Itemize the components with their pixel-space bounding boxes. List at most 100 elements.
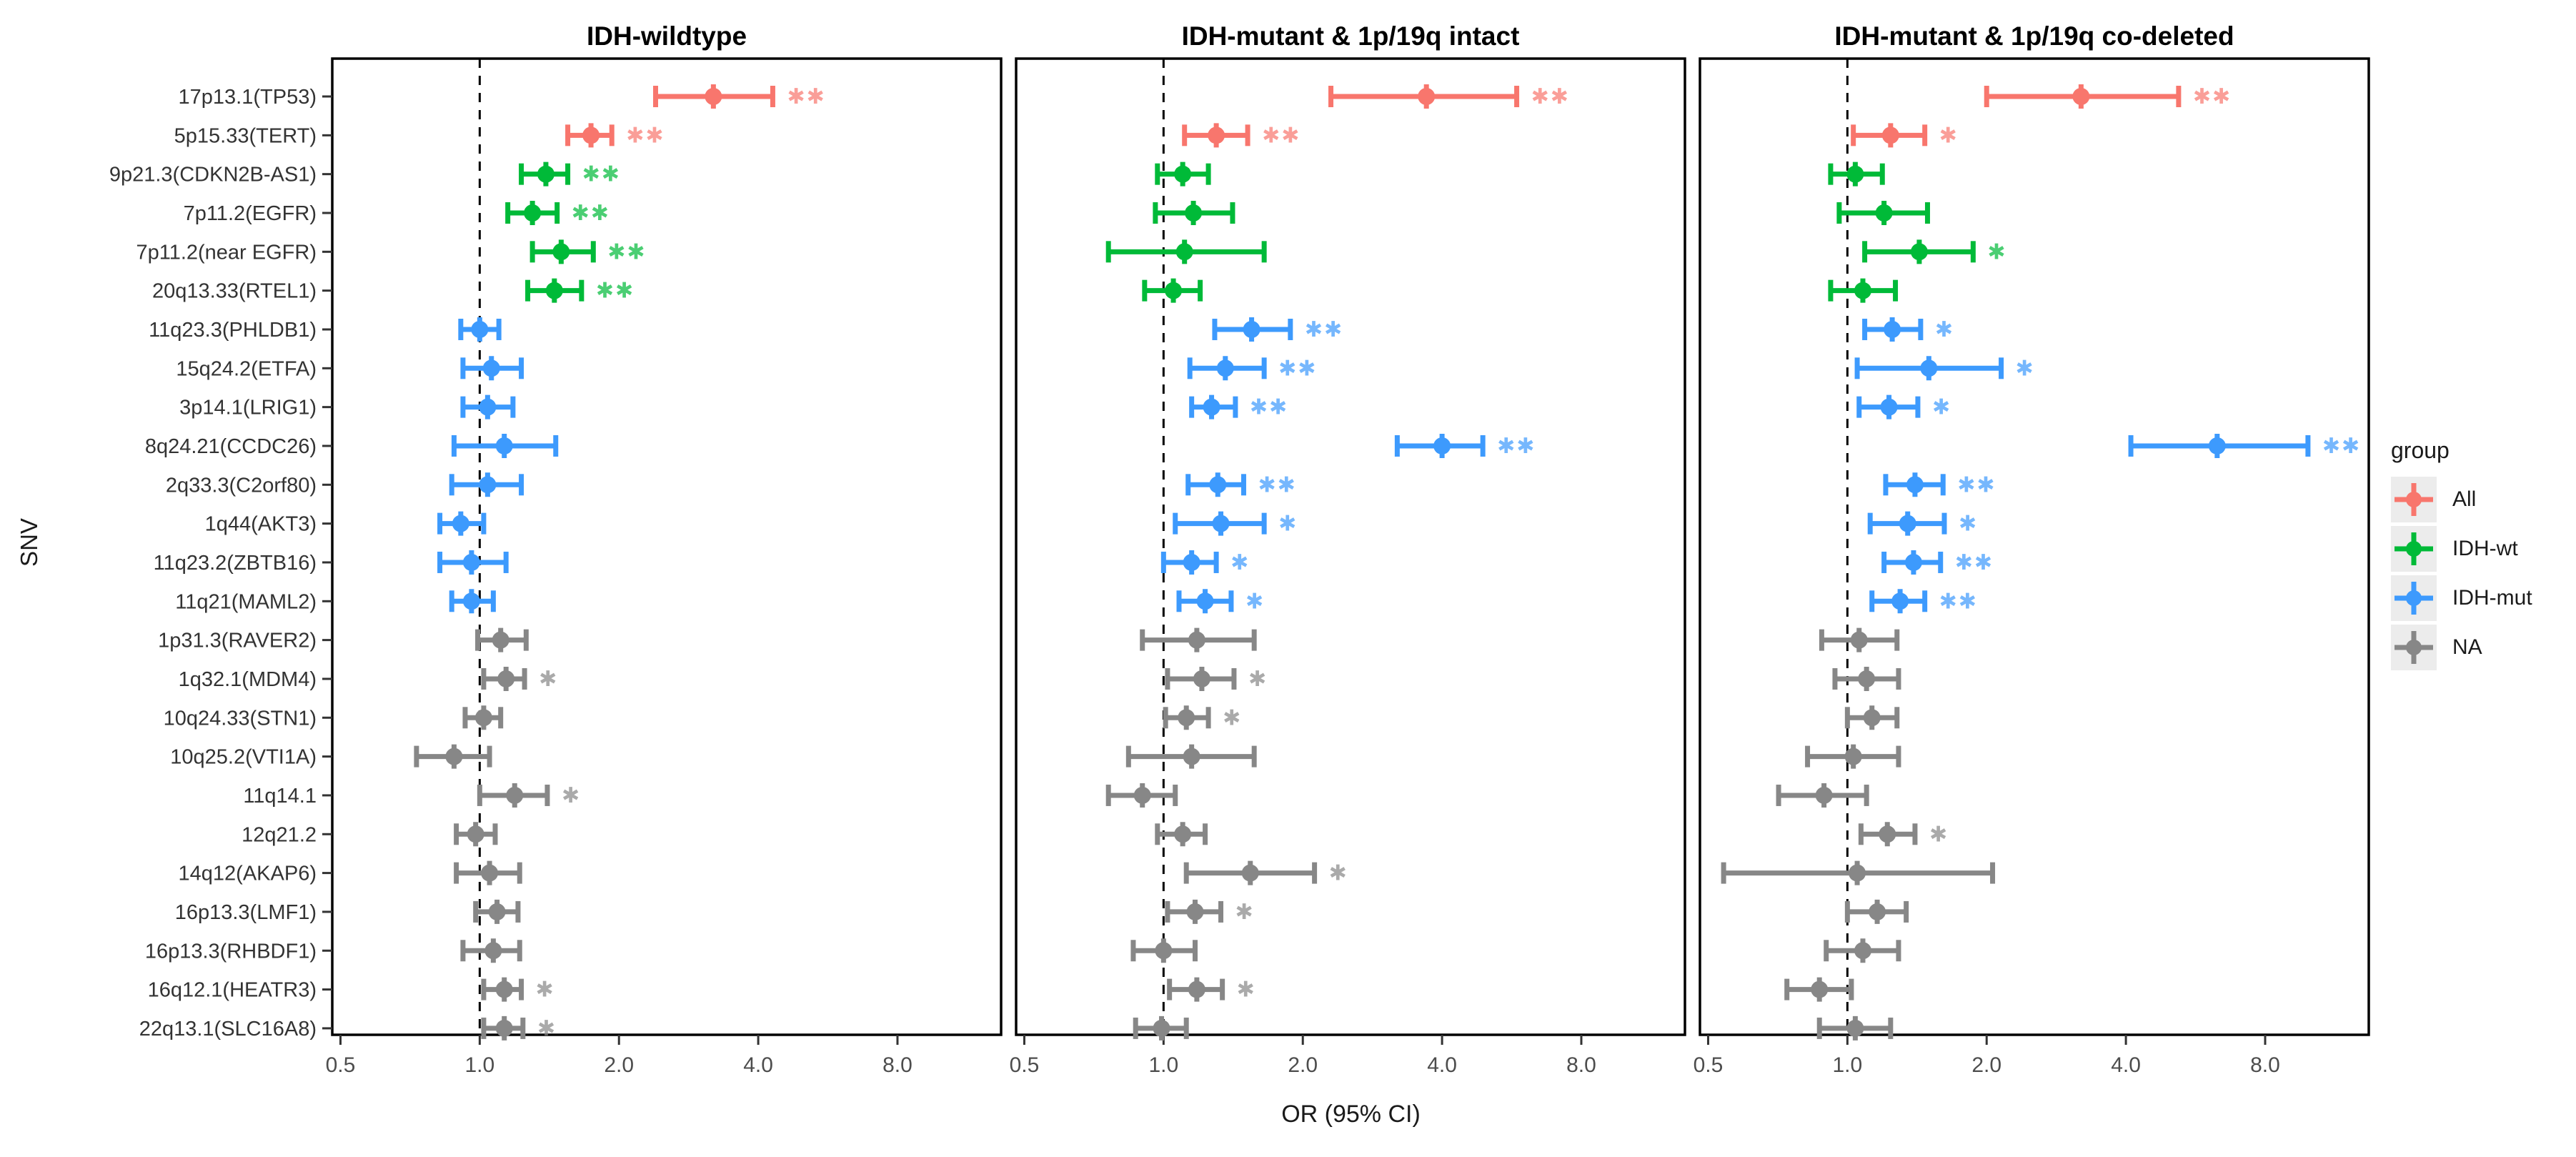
legend-label: All	[2452, 487, 2477, 511]
pointrange	[458, 317, 502, 342]
y-axis-label: 11q23.2(ZBTB16)	[154, 552, 317, 575]
legend-entry-all: All	[2391, 477, 2573, 522]
x-tick-label: 4.0	[743, 1053, 773, 1077]
y-axis-label: 10q24.33(STN1)	[164, 707, 317, 730]
significance-stars: ✱	[536, 978, 555, 1002]
pointrange: ✱	[1867, 511, 1976, 536]
legend-label: IDH-wt	[2452, 537, 2518, 560]
x-tick-label: 0.5	[1694, 1053, 1724, 1077]
panel-IDH-mutant & 1p/19q intact: 0.5 1.0 2.0 4.0 8.0✱✱✱✱✱✱✱✱✱✱✱✱✱✱✱✱✱✱✱✱✱✱	[1010, 57, 1686, 1077]
pointrange-key-icon	[2391, 477, 2437, 522]
pointrange	[1133, 1016, 1189, 1041]
y-axis-label: 7p11.2(near EGFR)	[136, 241, 317, 264]
y-axis-label: 16q12.1(HEATR3)	[148, 979, 317, 1002]
pointrange	[460, 356, 524, 381]
pointrange	[1819, 627, 1900, 652]
y-axis-label: 5p15.33(TERT)	[174, 124, 317, 147]
pointrange: ✱✱	[1869, 589, 1978, 614]
pointrange	[1153, 200, 1235, 225]
significance-stars: ✱✱	[2322, 435, 2361, 458]
pointrange: ✱	[481, 1016, 557, 1041]
pointrange	[449, 472, 524, 497]
x-tick-label: 8.0	[2250, 1053, 2280, 1077]
significance-stars: ✱✱	[787, 85, 825, 109]
significance-stars: ✱✱	[2193, 85, 2232, 109]
y-axis-label: 10q25.2(VTI1A)	[170, 746, 317, 769]
pointrange	[454, 822, 498, 847]
panel-box	[331, 57, 1003, 1036]
x-axis-title: OR (95% CI)	[1281, 1101, 1421, 1128]
pointrange	[473, 899, 521, 924]
pointrange: ✱	[1858, 822, 1949, 847]
panel-IDH-wildtype: 0.5 1.0 2.0 4.0 8.0 17p13.1(TP53) 5p15.33(TERT…	[109, 57, 1003, 1077]
y-axis-label: 15q24.2(ETFA)	[176, 357, 317, 380]
y-axis-label: 20q13.33(RTEL1)	[152, 280, 317, 303]
pointrange: ✱	[1862, 317, 1953, 342]
pointrange	[462, 705, 504, 730]
pointrange: ✱	[481, 666, 557, 691]
pointrange	[460, 394, 516, 419]
pointrange: ✱	[1165, 666, 1266, 691]
y-axis-label: 11q23.3(PHLDB1)	[149, 319, 317, 342]
pointrange: ✱	[1856, 394, 1950, 419]
pointrange	[1142, 278, 1203, 303]
pointrange	[1125, 744, 1257, 769]
significance-stars: ✱✱	[1957, 473, 1996, 497]
x-tick-label: 2.0	[1288, 1053, 1318, 1077]
significance-stars: ✱	[1987, 240, 2006, 264]
significance-stars: ✱	[1223, 706, 1242, 730]
significance-stars: ✱	[537, 1017, 557, 1041]
pointrange: ✱✱	[1189, 394, 1288, 419]
y-axis-label: 14q12(AKAP6)	[179, 863, 317, 885]
pointrange: ✱	[1163, 705, 1242, 730]
pointrange	[1776, 783, 1869, 808]
pointrange: ✱✱	[529, 239, 645, 264]
pointrange: ✱✱	[1984, 84, 2232, 109]
significance-stars: ✱✱	[1531, 85, 1570, 109]
pointrange: ✱✱	[1394, 433, 1534, 458]
pointrange	[449, 589, 496, 614]
pointrange: ✱✱	[2128, 433, 2361, 458]
pointrange	[437, 511, 487, 536]
legend-entry-idh-mut: IDH-mut	[2391, 575, 2573, 621]
legend-entry-na: NA	[2391, 625, 2573, 670]
panel-title-idh-mutant-intact: IDH-mutant & 1p/19q intact	[1181, 21, 1520, 51]
y-axis-label: 7p11.2(EGFR)	[184, 202, 317, 225]
pointrange	[437, 550, 509, 575]
pointrange	[414, 744, 492, 769]
pointrange: ✱	[477, 783, 580, 808]
pointrange	[460, 938, 522, 963]
pointrange: ✱	[1176, 589, 1263, 614]
significance-stars: ✱✱	[1305, 318, 1343, 342]
x-tick-label: 2.0	[1971, 1053, 2001, 1077]
pointrange	[1832, 666, 1901, 691]
y-axis-label: 16p13.3(RHBDF1)	[145, 940, 317, 963]
pointrange: ✱✱	[505, 200, 609, 225]
y-axis-label: 9p21.3(CDKN2B-AS1)	[109, 164, 317, 187]
pointrange	[1140, 627, 1257, 652]
significance-stars: ✱✱	[1955, 551, 1994, 575]
y-axis-label: 3p14.1(LRIG1)	[179, 397, 317, 419]
pointrange: ✱✱	[1187, 356, 1317, 381]
x-tick-label: 8.0	[1566, 1053, 1596, 1077]
significance-stars: ✱✱	[1278, 357, 1317, 380]
significance-stars: ✱✱	[1939, 590, 1978, 613]
panel-title-idh-mutant-codeleted: IDH-mutant & 1p/19q co-deleted	[1834, 21, 2234, 51]
pointrange	[1828, 278, 1899, 303]
significance-stars: ✱	[1237, 978, 1256, 1002]
significance-stars: ✱✱	[1258, 473, 1296, 497]
pointrange: ✱✱	[525, 278, 635, 303]
significance-stars: ✱	[1235, 900, 1255, 924]
pointrange: ✱	[1173, 511, 1296, 536]
pointrange	[475, 627, 529, 652]
significance-stars: ✱✱	[596, 279, 635, 303]
pointrange	[1155, 822, 1208, 847]
significance-stars: ✱✱	[1250, 396, 1288, 419]
significance-stars: ✱✱	[582, 163, 621, 187]
pointrange: ✱✱	[1212, 317, 1343, 342]
significance-stars: ✱	[1929, 823, 1949, 846]
pointrange: ✱	[1160, 550, 1248, 575]
pointrange	[1844, 705, 1900, 730]
pointrange	[1824, 938, 1901, 963]
